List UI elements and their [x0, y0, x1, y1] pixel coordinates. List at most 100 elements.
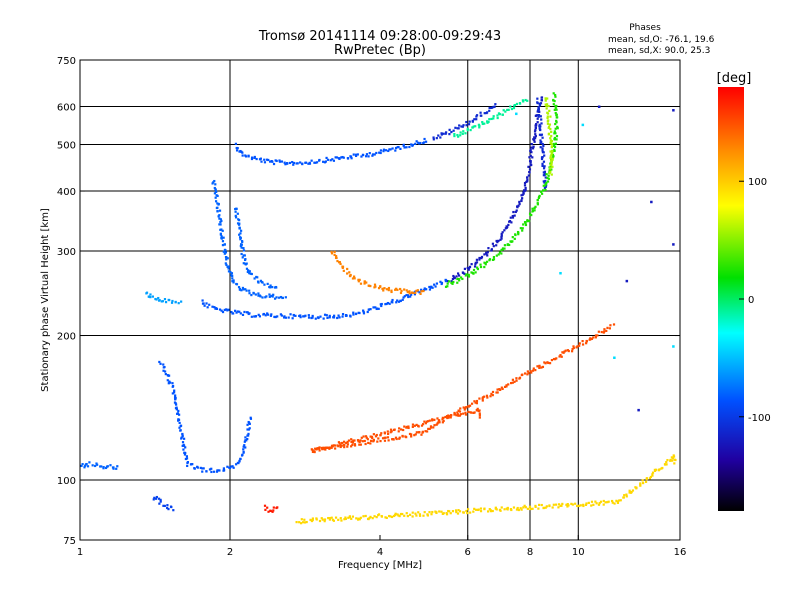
data-point — [269, 160, 272, 163]
data-point — [546, 97, 549, 100]
data-point — [550, 152, 553, 155]
data-point — [453, 277, 456, 280]
data-point — [610, 499, 614, 503]
data-point — [356, 439, 360, 442]
data-point — [342, 156, 345, 159]
data-point — [278, 296, 281, 299]
data-point — [619, 499, 622, 502]
data-point — [458, 274, 461, 277]
data-point — [183, 437, 186, 440]
data-point — [514, 210, 517, 214]
data-point — [237, 218, 240, 221]
data-point — [513, 214, 516, 217]
data-point — [488, 118, 491, 121]
data-point — [505, 384, 508, 387]
data-point — [245, 267, 249, 270]
data-point — [594, 500, 597, 503]
data-point — [319, 315, 322, 318]
data-point — [645, 477, 648, 480]
data-point — [542, 180, 545, 183]
data-point — [169, 381, 172, 384]
data-point — [544, 362, 547, 365]
data-point — [379, 439, 382, 443]
data-point — [372, 306, 375, 309]
data-point — [353, 444, 357, 447]
data-point — [260, 160, 263, 163]
data-point — [346, 445, 349, 448]
data-point — [336, 444, 339, 447]
data-point — [544, 99, 547, 102]
data-point — [318, 158, 321, 162]
data-point — [337, 518, 340, 521]
data-point — [472, 268, 476, 272]
data-point — [541, 162, 544, 165]
data-point — [259, 295, 262, 298]
data-point — [483, 253, 486, 256]
data-point — [389, 515, 392, 518]
data-point — [474, 261, 477, 264]
data-point — [246, 437, 249, 441]
data-point — [242, 448, 245, 451]
data-point — [542, 506, 545, 509]
data-point — [513, 237, 516, 240]
data-point — [532, 367, 535, 370]
x-tick-label: 2 — [227, 547, 233, 558]
data-point — [149, 296, 152, 299]
data-point — [437, 134, 440, 137]
data-point — [252, 292, 255, 295]
data-point — [551, 165, 554, 168]
data-point — [421, 430, 424, 433]
data-point — [171, 382, 174, 385]
data-point — [249, 416, 252, 419]
data-point — [540, 140, 543, 144]
data-point — [213, 192, 217, 195]
data-point — [552, 155, 555, 158]
data-point — [363, 282, 366, 285]
data-point — [341, 266, 344, 269]
data-point — [250, 272, 253, 276]
data-point — [548, 362, 552, 365]
data-point — [336, 316, 339, 320]
data-point — [351, 277, 355, 280]
data-point — [552, 99, 555, 102]
data-point — [459, 407, 462, 410]
data-point — [415, 140, 418, 143]
data-point — [392, 438, 395, 441]
data-point — [480, 114, 483, 117]
data-point — [174, 394, 177, 397]
data-point — [519, 227, 522, 230]
data-point — [530, 151, 533, 154]
data-point — [607, 500, 610, 503]
data-point — [350, 438, 353, 441]
data-point — [550, 143, 554, 146]
data-point — [530, 213, 533, 217]
data-point — [539, 102, 543, 105]
data-point — [457, 135, 460, 138]
data-point — [181, 441, 185, 444]
data-point — [227, 270, 231, 273]
data-point — [432, 138, 435, 141]
data-point — [541, 136, 544, 139]
data-point — [303, 521, 307, 524]
data-point — [183, 444, 186, 447]
data-point — [411, 143, 414, 147]
data-point — [475, 399, 479, 403]
data-point — [219, 220, 222, 224]
data-point — [540, 156, 544, 159]
data-point — [546, 112, 550, 115]
data-point — [345, 441, 348, 445]
data-point — [225, 258, 228, 261]
data-point — [442, 132, 445, 135]
data-point — [472, 272, 475, 275]
data-point — [476, 267, 480, 271]
data-point — [548, 109, 551, 112]
data-point — [546, 180, 550, 183]
data-point — [555, 138, 558, 141]
data-point — [505, 507, 508, 510]
colorbar-tick-label: -100 — [748, 413, 771, 424]
data-point — [444, 131, 448, 134]
data-point — [559, 354, 562, 357]
data-point — [405, 436, 408, 439]
data-point — [365, 155, 368, 158]
stats-heading: Phases — [629, 23, 661, 33]
